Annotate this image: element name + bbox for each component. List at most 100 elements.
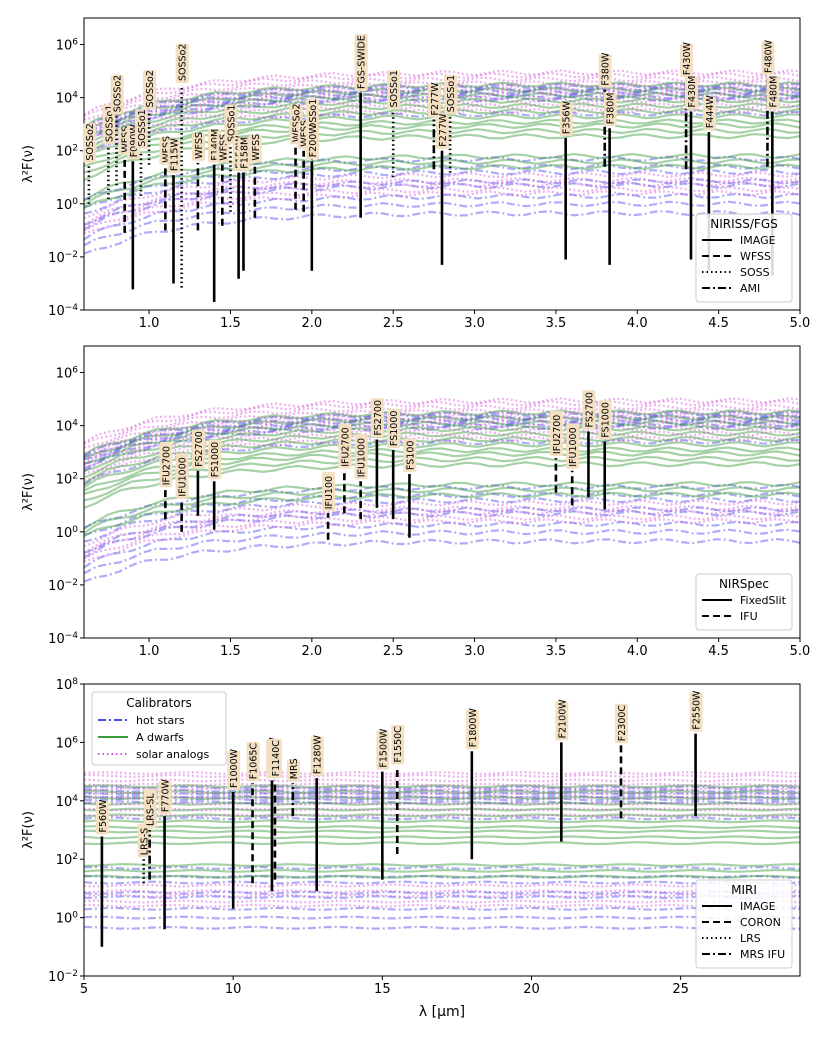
mode-label: MRS (289, 758, 300, 779)
mode-label-box (248, 135, 262, 163)
calibrator-curve (84, 178, 800, 226)
calibrator-curves (84, 397, 800, 583)
calibrator-curve (84, 825, 800, 830)
mode-label: WFSS (194, 132, 205, 159)
x-tick-label: 10 (225, 982, 242, 997)
mode-label: LRS-SL (146, 793, 157, 826)
calibrator-curve (84, 414, 800, 460)
mode-label-box (310, 736, 324, 777)
mode-label-box (684, 76, 698, 110)
mode-label-box (689, 692, 703, 732)
legend-entry: MRS IFU (740, 948, 785, 961)
mode-label-box (766, 76, 780, 110)
calibrator-curves (84, 771, 800, 930)
axes-frame (83, 17, 801, 311)
x-tick-label: 2.5 (383, 644, 404, 659)
calibrator-curve (84, 168, 800, 215)
calibrator-curve (84, 504, 800, 554)
calibrator-curve (84, 868, 800, 873)
mode-label-box (137, 823, 151, 858)
legend-entry: IFU (740, 610, 758, 623)
calibrator-curve (84, 517, 800, 563)
y-tick-label: 100 (56, 197, 79, 213)
calibrator-curve (84, 486, 800, 534)
calibrator-curve (84, 171, 800, 220)
mode-label: SOSSo1 (446, 75, 457, 112)
mode-label: SOSSo1 (389, 70, 400, 107)
mode-label-box (761, 41, 775, 75)
calibrator-curve (84, 890, 800, 895)
x-tick-label: 25 (672, 982, 689, 997)
calibrator-curve (84, 925, 800, 930)
mode-label: F770W (161, 778, 172, 812)
mode-label: F1500W (378, 728, 389, 768)
y-axis-label: λ²F(ν) (21, 145, 36, 183)
calibrator-curve (84, 491, 800, 538)
axes-frame (83, 345, 801, 639)
mode-label: FS1000 (210, 442, 221, 478)
legend-entry: IMAGE (740, 234, 776, 247)
calibrator-curve (84, 163, 800, 209)
y-axis-label: λ²F(ν) (21, 811, 36, 849)
x-tick-label: 1.5 (220, 316, 241, 331)
mode-label-box (110, 74, 124, 115)
calibrator-curve (84, 430, 800, 476)
calibrator-curve (84, 788, 800, 793)
calibrator-curve (84, 528, 800, 575)
mode-label: F2300C (617, 705, 628, 742)
calibrator-curve (84, 883, 800, 888)
mode-label: WFSSo2 (292, 103, 303, 142)
y-tick-label: 108 (56, 677, 79, 693)
mode-label: F1550C (393, 726, 404, 763)
mode-label-box (305, 125, 319, 160)
calibrator-curve (84, 537, 800, 583)
legend-box (695, 213, 793, 303)
mode-label-box (191, 429, 205, 469)
calibrator-curve (84, 829, 800, 834)
mode-label-box (559, 102, 573, 137)
calibrator-curve (84, 801, 800, 806)
mode-label: F1065C (249, 743, 260, 780)
calibrator-curve (84, 480, 800, 530)
mode-label-box (227, 750, 241, 791)
mode-label: F2550W (692, 690, 703, 730)
calibrator-curve (84, 409, 800, 456)
calibrator-curve (84, 790, 800, 795)
mode-label-box (134, 109, 148, 149)
calibrator-curve (84, 200, 800, 247)
legend-entry: SOSS (740, 266, 770, 279)
mode-label-box (175, 453, 189, 499)
mode-label: SOSSo1 (137, 109, 148, 146)
calibrator-curve (84, 75, 800, 121)
calibrator-legend-title: Calibrators (126, 696, 192, 710)
mode-label: F444W (705, 95, 716, 129)
mode-label-box (549, 410, 563, 457)
mode-label-box (387, 408, 401, 449)
mode-label: IFU100 (324, 476, 335, 509)
calibrator-curve (84, 794, 800, 799)
calibrator-curve (84, 102, 800, 148)
mode-label-box (191, 133, 205, 161)
y-tick-label: 104 (56, 794, 79, 810)
calibrator-curve (84, 483, 800, 529)
calibrator-curve (84, 435, 800, 482)
y-tick-label: 10−4 (48, 303, 78, 319)
calibrator-curve (84, 785, 800, 790)
calibrator-curve (84, 510, 800, 559)
mode-label-box (175, 43, 189, 83)
panel-niriss-fgs: 1.0 1.5 2.0 2.5 3.0 3.5 4.0 4.5 5.0 10−4 10−2 100 10… (21, 17, 811, 331)
x-tick-label: 3.0 (464, 644, 485, 659)
mode-label-box (159, 441, 173, 488)
mode-label-box (322, 471, 336, 512)
x-tick-label: 5.0 (790, 316, 811, 331)
mode-label-box (555, 701, 569, 741)
mode-label: F115W (170, 138, 181, 172)
calibrator-curve (84, 499, 800, 548)
calibrator-curve (84, 90, 800, 137)
mode-label-box (208, 439, 222, 480)
mode-label: F140M (210, 129, 221, 161)
calibrator-curve (84, 86, 800, 132)
mode-label: F1140C (271, 740, 282, 777)
mode-label: FS2700 (584, 392, 595, 428)
mode-label: F090W (129, 124, 140, 158)
